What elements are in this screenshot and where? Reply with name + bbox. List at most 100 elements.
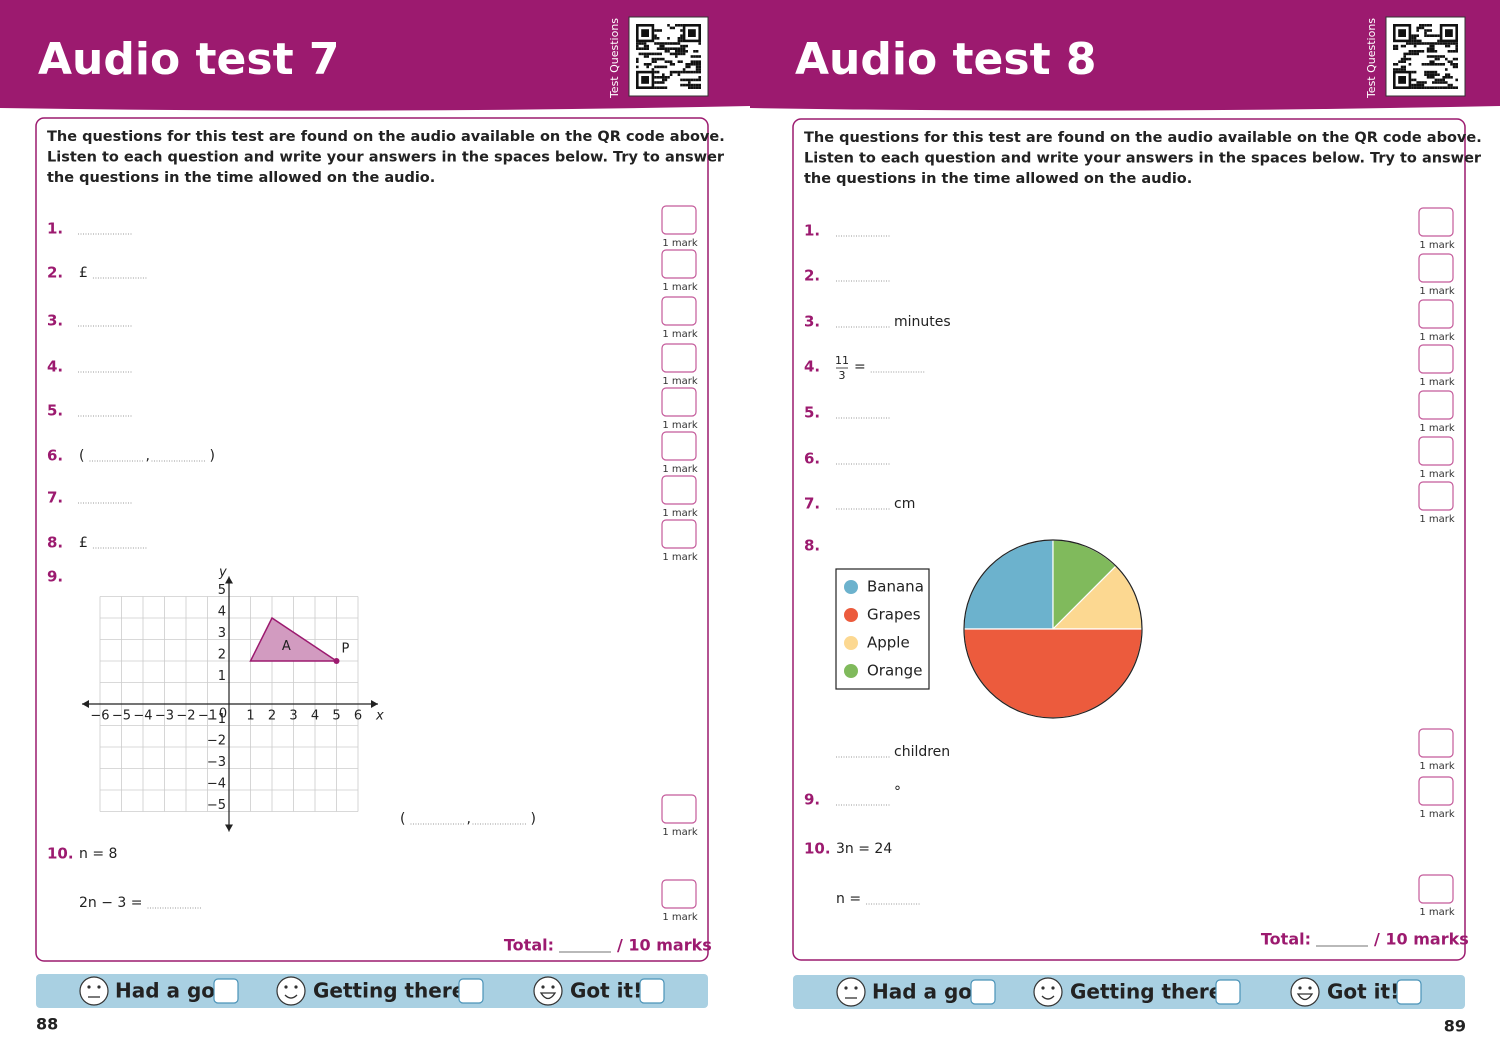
qr-module bbox=[1411, 83, 1414, 87]
qr-module bbox=[1432, 70, 1435, 74]
qr-module bbox=[695, 65, 699, 69]
qr-module bbox=[656, 37, 660, 40]
mark-box bbox=[1418, 253, 1454, 283]
qr-module bbox=[693, 83, 696, 87]
qr-module bbox=[1426, 86, 1430, 89]
qr-module bbox=[693, 63, 696, 66]
mark-label: 1 mark bbox=[662, 376, 698, 387]
qr-module bbox=[1429, 50, 1432, 53]
qr-module bbox=[688, 81, 691, 84]
qr-module bbox=[1432, 34, 1435, 37]
qr-module bbox=[659, 76, 662, 79]
qr-module bbox=[1434, 73, 1438, 76]
qr-module bbox=[675, 50, 678, 53]
qr-module bbox=[693, 78, 696, 82]
qr-module bbox=[1432, 42, 1435, 45]
footer-checkbox[interactable] bbox=[213, 978, 239, 1004]
qr-module bbox=[1429, 73, 1432, 76]
qr-module bbox=[682, 52, 686, 56]
qr-module bbox=[1419, 26, 1422, 30]
footer-checkbox[interactable] bbox=[458, 978, 484, 1004]
intro-line: the questions in the time allowed on the… bbox=[47, 170, 435, 186]
qr-module bbox=[654, 29, 657, 32]
qr-module bbox=[1426, 47, 1430, 50]
qr-module bbox=[1434, 34, 1438, 37]
mark-label: 1 mark bbox=[662, 282, 698, 293]
mark-box bbox=[1418, 874, 1454, 904]
question-number: 2. bbox=[804, 267, 820, 285]
qr-module bbox=[1424, 86, 1427, 89]
fraction-denominator: 3 bbox=[839, 369, 846, 382]
qr-module bbox=[638, 52, 642, 56]
qr-module bbox=[682, 70, 686, 74]
qr-module bbox=[646, 52, 649, 56]
y-tick-label: −4 bbox=[207, 777, 226, 792]
qr-module bbox=[662, 44, 665, 48]
mark-box bbox=[1418, 728, 1454, 758]
qr-module bbox=[667, 24, 670, 27]
qr-finder bbox=[1393, 23, 1412, 43]
footer-checkbox[interactable] bbox=[1396, 979, 1422, 1005]
qr-module bbox=[1413, 86, 1417, 89]
qr-module bbox=[698, 68, 701, 71]
qr-module bbox=[685, 50, 688, 53]
qr-module bbox=[1406, 42, 1409, 45]
qr-module bbox=[677, 73, 681, 76]
qr-module bbox=[1426, 34, 1430, 37]
qr-module bbox=[1442, 76, 1445, 79]
mark-label: 1 mark bbox=[662, 329, 698, 340]
qr-module bbox=[1421, 50, 1425, 53]
qr-module bbox=[1400, 68, 1404, 71]
qr-module bbox=[643, 47, 647, 50]
qr-module bbox=[669, 73, 673, 76]
qr-module bbox=[680, 47, 683, 50]
qr-module bbox=[1424, 24, 1427, 27]
qr-module bbox=[1450, 50, 1453, 53]
intro-line: Listen to each question and write your a… bbox=[47, 150, 725, 166]
x-tick-label: 5 bbox=[332, 709, 340, 724]
qr-module bbox=[1424, 73, 1427, 76]
question-number: 7. bbox=[47, 489, 63, 507]
qr-module bbox=[675, 70, 678, 74]
qr-module bbox=[1424, 29, 1427, 32]
face-mouth bbox=[284, 994, 298, 999]
point-label: P bbox=[342, 642, 350, 657]
legend-label: Banana bbox=[867, 578, 924, 596]
qr-module bbox=[698, 76, 701, 79]
qr-module bbox=[1419, 42, 1422, 45]
page-number: 89 bbox=[1444, 1017, 1466, 1036]
question-number: 5. bbox=[47, 402, 63, 420]
mark-label: 1 mark bbox=[662, 827, 698, 838]
mark-box bbox=[661, 205, 697, 235]
qr-module bbox=[680, 50, 683, 53]
qr-module bbox=[1445, 73, 1448, 76]
question-text: n = 8 bbox=[79, 846, 117, 862]
qr-module bbox=[654, 76, 657, 79]
question-number: 4. bbox=[804, 358, 820, 376]
footer-checkbox[interactable] bbox=[970, 979, 996, 1005]
qr-module bbox=[1419, 39, 1422, 43]
qr-module bbox=[1442, 63, 1445, 66]
qr-module bbox=[1403, 52, 1406, 56]
qr-finder-core bbox=[1398, 29, 1406, 37]
face bbox=[1290, 977, 1320, 1007]
qr-module bbox=[636, 42, 639, 45]
mark-label: 1 mark bbox=[662, 552, 698, 563]
footer-checkbox[interactable] bbox=[639, 978, 665, 1004]
qr-module bbox=[646, 63, 649, 66]
qr-module bbox=[1411, 34, 1414, 37]
footer-checkbox[interactable] bbox=[1215, 979, 1241, 1005]
answer-suffix: ) bbox=[530, 811, 535, 827]
qr-module bbox=[1437, 34, 1440, 37]
qr-module bbox=[669, 60, 673, 63]
qr-module bbox=[1432, 86, 1435, 89]
qr-module bbox=[690, 86, 694, 89]
y-tick-label: 3 bbox=[218, 626, 226, 641]
qr-module bbox=[1455, 47, 1458, 50]
qr-module bbox=[695, 60, 699, 63]
qr-module bbox=[675, 42, 678, 45]
qr-module bbox=[1400, 60, 1404, 63]
qr-module bbox=[1442, 55, 1445, 58]
qr-module bbox=[1421, 24, 1425, 27]
